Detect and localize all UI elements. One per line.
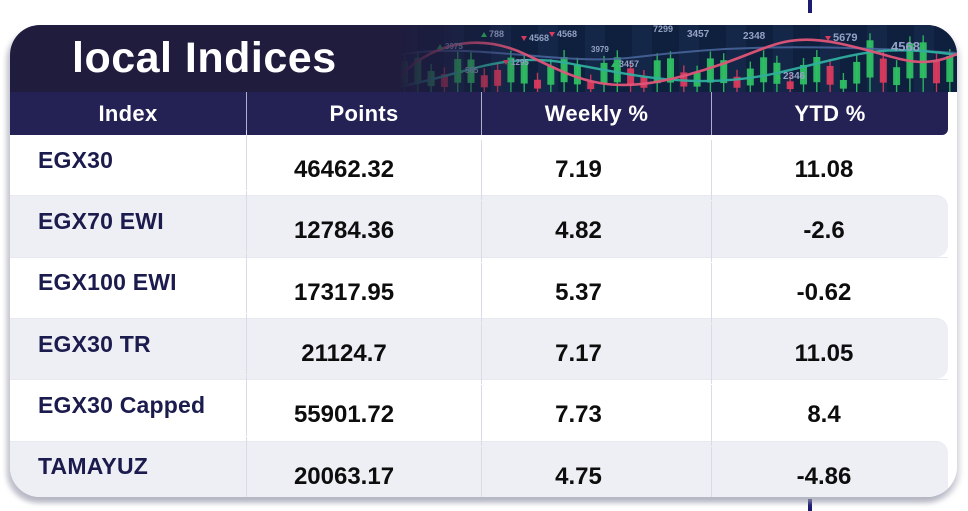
weekly-pct-cell: 7.73 [482,385,712,446]
svg-text:4568: 4568 [529,33,549,43]
points-value-cell: 46462.32 [247,140,482,201]
title-band: 3975788565456845681295397934577299345723… [10,25,957,92]
ytd-pct-cell: -0.62 [796,278,852,306]
svg-text:3457: 3457 [619,59,639,69]
column-header-index: Index [10,92,247,135]
svg-text:3457: 3457 [687,29,710,40]
weekly-pct-cell: 7.19 [482,140,712,201]
ytd-pct-cell: 8.4 [807,401,841,429]
index-name-cell: EGX70 EWI [10,191,247,252]
index-name-cell: EGX30 TR [10,313,247,375]
ytd-pct-cell: -2.6 [803,217,845,245]
points-value-cell: 12784.36 [247,201,482,262]
points-value-cell: 21124.7 [247,323,482,385]
index-name-cell: EGX30 [10,130,247,191]
table-row: EGX30 46462.32 7.19 11.08 [10,130,948,201]
svg-text:5679: 5679 [833,32,857,44]
svg-text:4568: 4568 [891,39,920,54]
weekly-pct-cell: 7.17 [482,323,712,385]
deco-left-fade [397,25,527,92]
svg-text:2348: 2348 [743,31,766,42]
local-indices-card: 3975788565456845681295397934577299345723… [10,25,957,497]
weekly-pct-cell: 4.75 [482,446,712,497]
table-row: EGX100 EWI 17317.95 5.37 -0.62 [10,252,948,323]
table-body: EGX30 46462.32 7.19 11.08 EGX70 EWI 1278… [10,130,948,497]
table-row: EGX70 EWI 12784.36 4.82 -2.6 [10,191,948,262]
svg-text:3979: 3979 [591,45,609,54]
weekly-pct-cell: 4.82 [482,201,712,262]
column-header-points: Points [247,92,482,135]
svg-text:4568: 4568 [557,29,577,39]
points-value-cell: 17317.95 [247,262,482,323]
points-value-cell: 55901.72 [247,385,482,446]
index-name-cell: TAMAYUZ [10,436,247,497]
table-row: EGX30 Capped 55901.72 7.73 8.4 [10,375,948,446]
table-row: EGX30 TR 21124.7 7.17 11.05 [10,313,948,385]
table-header-row: Index Points Weekly % YTD % [10,92,948,135]
svg-text:2346: 2346 [783,71,806,82]
weekly-pct-cell: 5.37 [482,262,712,323]
column-header-weekly: Weekly % [482,92,712,135]
index-name-cell: EGX30 Capped [10,375,247,436]
points-value-cell: 20063.17 [247,446,482,497]
ytd-pct-cell: 11.05 [794,340,854,368]
ytd-pct-cell: 11.08 [794,156,854,184]
crop-mark-bottom [808,499,812,511]
crop-mark-top [808,0,812,13]
ytd-pct-cell: -4.86 [796,462,852,490]
column-header-ytd: YTD % [794,100,866,126]
svg-text:7299: 7299 [653,25,673,34]
table-row: TAMAYUZ 20063.17 4.75 -4.86 [10,436,948,497]
card-title: local Indices [72,34,337,82]
candlestick-chart-decoration-icon: 3975788565456845681295397934577299345723… [397,25,957,92]
index-name-cell: EGX100 EWI [10,252,247,313]
